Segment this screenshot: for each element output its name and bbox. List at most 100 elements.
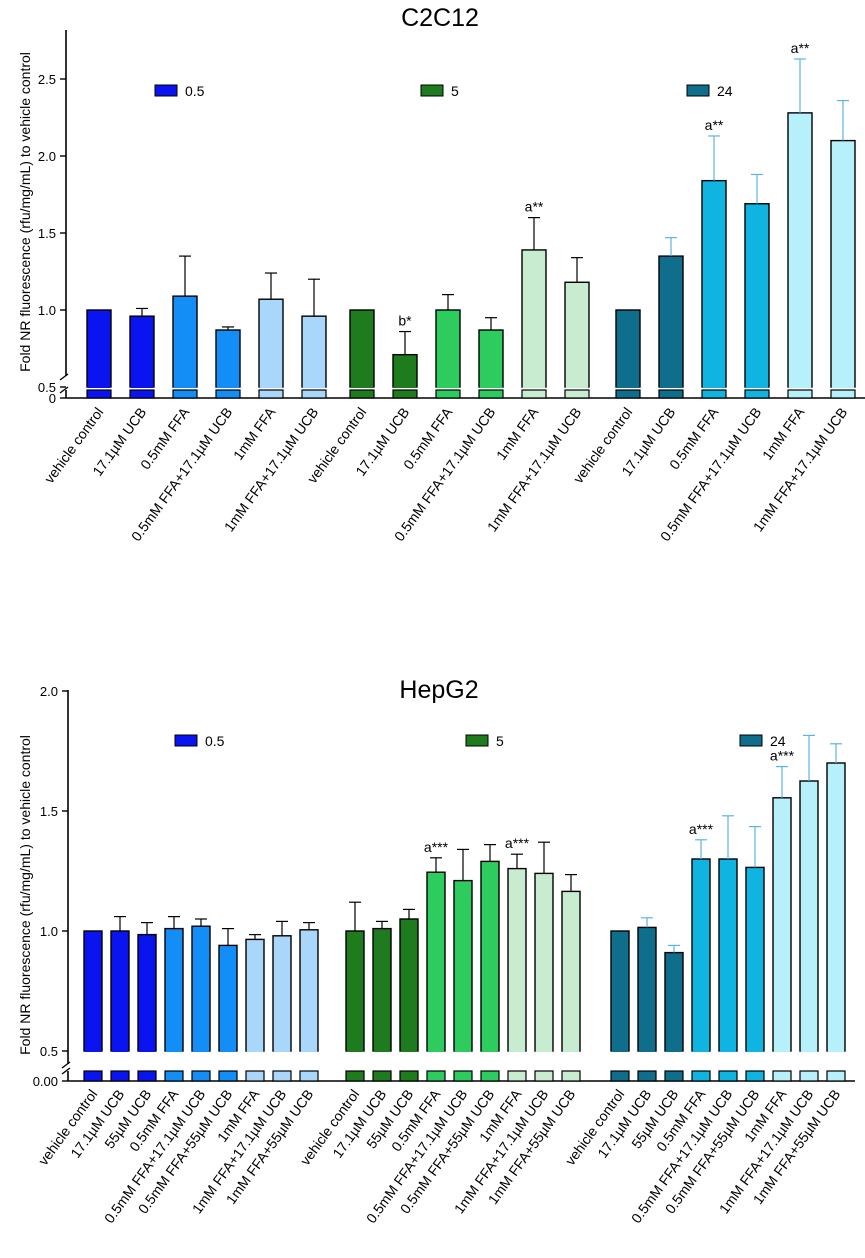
bar-lower-segment	[345, 1070, 365, 1082]
bar	[521, 249, 547, 388]
y-tick-label: 1.5	[40, 804, 58, 819]
bar-lower-segment	[172, 389, 198, 399]
bar-lower-segment	[564, 389, 590, 399]
bar	[129, 315, 155, 388]
bar	[561, 890, 581, 1052]
bar-lower-segment	[453, 1070, 473, 1082]
bar-lower-segment	[561, 1070, 581, 1082]
bar-lower-segment	[218, 1070, 238, 1082]
bar-lower-segment	[615, 389, 641, 399]
significance-annotation: a***	[424, 839, 449, 855]
bar-lower-segment	[744, 389, 770, 399]
bar	[218, 944, 238, 1052]
bar-lower-segment	[826, 1070, 846, 1082]
bar-lower-segment	[772, 1070, 792, 1082]
bar-lower-segment	[745, 1070, 765, 1082]
bar-lower-segment	[245, 1070, 265, 1082]
bar-lower-segment	[435, 389, 461, 399]
y-tick-label: 0	[49, 391, 56, 406]
bar-lower-segment	[718, 1070, 738, 1082]
bar	[435, 309, 461, 388]
bar-lower-segment	[787, 389, 813, 399]
bar	[345, 930, 365, 1052]
significance-annotation: a**	[705, 117, 724, 133]
bar	[701, 179, 727, 388]
bar-lower-segment	[426, 1070, 446, 1082]
y-tick-label: 2.0	[40, 684, 58, 699]
y-tick-label: 1.5	[38, 226, 56, 241]
x-tick-label: 1mM FFA+17.1µM UCB	[750, 404, 851, 534]
bar	[426, 871, 446, 1052]
chart-panel-hepg2: HepG2 Fold NR fluorescence (rfu/mg/mL) to…	[17, 676, 855, 1226]
bar-lower-segment	[258, 389, 284, 399]
significance-annotation: a***	[689, 821, 714, 837]
bar-lower-segment	[301, 389, 327, 399]
significance-annotation: a**	[525, 199, 544, 215]
legend-label: 0.5	[205, 733, 225, 749]
axis-break-mark	[61, 1061, 71, 1069]
bar	[172, 295, 198, 388]
bar	[110, 930, 130, 1052]
bar	[744, 203, 770, 388]
legend-swatch	[154, 84, 178, 97]
bar-lower-segment	[372, 1070, 392, 1082]
bar	[372, 927, 392, 1052]
bar	[453, 879, 473, 1052]
bar	[826, 762, 846, 1052]
x-tick-label: 1mM FFA+17.1µM UCB	[484, 404, 585, 534]
chart-panel-c2c12: C2C12 Fold NR fluorescence (rfu/mg/mL) to…	[17, 4, 865, 544]
bar-lower-segment	[701, 389, 727, 399]
significance-annotation: a**	[791, 40, 810, 56]
bar	[478, 329, 504, 388]
bar-lower-segment	[480, 1070, 500, 1082]
legend-swatch	[174, 734, 198, 747]
bar	[299, 929, 319, 1052]
legend-label: 24	[770, 733, 786, 749]
bar-lower-segment	[392, 389, 418, 399]
bar	[245, 938, 265, 1052]
bar-lower-segment	[637, 1070, 657, 1082]
bar	[191, 925, 211, 1052]
bar	[787, 112, 813, 388]
bar-lower-segment	[534, 1070, 554, 1082]
bar-lower-segment	[399, 1070, 419, 1082]
bar-lower-segment	[272, 1070, 292, 1082]
bar	[658, 255, 684, 388]
bar	[534, 872, 554, 1052]
bar-lower-segment	[830, 389, 856, 399]
bar	[664, 951, 684, 1052]
bar	[718, 858, 738, 1052]
bar-lower-segment	[521, 389, 547, 399]
significance-annotation: a***	[770, 748, 795, 764]
bar-lower-segment	[191, 1070, 211, 1082]
legend-swatch	[739, 734, 763, 747]
bar	[615, 309, 641, 388]
bar	[610, 930, 630, 1052]
y-tick-label: 2.5	[38, 72, 56, 87]
bar	[772, 797, 792, 1052]
bar	[258, 298, 284, 388]
bar	[637, 926, 657, 1052]
bar-lower-segment	[658, 389, 684, 399]
bar	[799, 780, 819, 1052]
bar	[86, 309, 112, 388]
y-tick-label: 0.5	[40, 1044, 58, 1059]
bar-lower-segment	[110, 1070, 130, 1082]
y-tick-label: 1.0	[38, 303, 56, 318]
bar	[480, 860, 500, 1052]
bar	[301, 315, 327, 388]
bar-lower-segment	[799, 1070, 819, 1082]
y-axis-label: Fold NR fluorescence (rfu/mg/mL) to vehi…	[17, 52, 33, 372]
legend-label: 5	[496, 733, 504, 749]
bar-lower-segment	[83, 1070, 103, 1082]
bar-lower-segment	[610, 1070, 630, 1082]
legend-label: 0.5	[185, 83, 205, 99]
bar-lower-segment	[349, 389, 375, 399]
bar	[215, 329, 241, 388]
bar	[564, 281, 590, 388]
bar	[691, 858, 711, 1052]
